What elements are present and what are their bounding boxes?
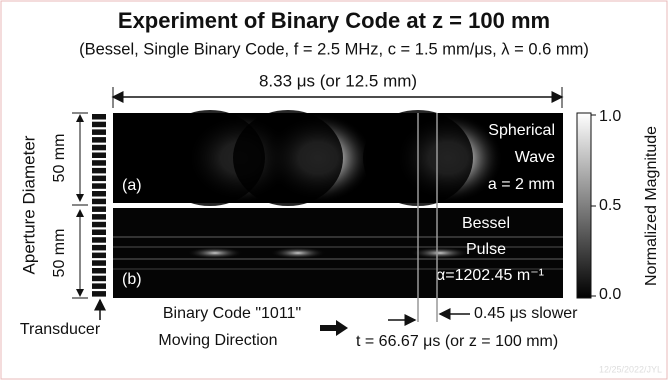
colorbar-tick: 0.5 xyxy=(599,197,621,214)
panel-label: Wave xyxy=(515,149,555,166)
size-label: 50 mm xyxy=(51,134,68,183)
panel-tag: (a) xyxy=(122,177,142,194)
transducer-element xyxy=(92,160,106,166)
colorbar-label: Normalized Magnitude xyxy=(643,126,660,286)
transducer-element xyxy=(92,222,106,228)
transducer-element xyxy=(92,214,106,220)
figure: Experiment of Binary Code at z = 100 mm … xyxy=(0,0,668,380)
transducer-element xyxy=(92,253,106,259)
panel-label: α=1202.45 m⁻¹ xyxy=(436,267,544,284)
transducer-element xyxy=(92,137,106,143)
size-label: 50 mm xyxy=(51,229,68,278)
delay-label: 0.45 μs slower xyxy=(474,305,578,322)
transducer-element xyxy=(92,283,106,289)
transducer-element xyxy=(92,145,106,151)
transducer-element xyxy=(92,268,106,274)
transducer-element xyxy=(92,206,106,212)
transducer-label: Transducer xyxy=(20,321,101,338)
colorbar-tick: 1.0 xyxy=(599,108,621,125)
panel-label: Pulse xyxy=(466,241,506,258)
panel-tag: (b) xyxy=(122,271,142,288)
transducer-element xyxy=(92,276,106,282)
transducer-element xyxy=(92,153,106,159)
subtitle: (Bessel, Single Binary Code, f = 2.5 MHz… xyxy=(79,40,589,58)
transducer-element xyxy=(92,237,106,243)
direction-label: Binary Code "1011" xyxy=(163,305,301,322)
transducer-element xyxy=(92,260,106,266)
time-label: t = 66.67 μs (or z = 100 mm) xyxy=(356,333,558,350)
transducer-element xyxy=(92,114,106,120)
panel-label: a = 2 mm xyxy=(488,176,555,193)
transducer-element xyxy=(92,230,106,236)
transducer-element xyxy=(92,129,106,135)
colorbar-tick: 0.0 xyxy=(599,286,621,303)
title: Experiment of Binary Code at z = 100 mm xyxy=(118,8,550,33)
watermark: 12/25/2022/JYL xyxy=(599,364,662,374)
panel-label: Spherical xyxy=(488,122,555,139)
y-axis-label: Aperture Diameter xyxy=(19,135,38,274)
transducer-element xyxy=(92,245,106,251)
transducer-element xyxy=(92,191,106,197)
transducer-element xyxy=(92,291,106,297)
direction-label: Moving Direction xyxy=(158,332,277,349)
transducer-element xyxy=(92,199,106,205)
transducer-element xyxy=(92,122,106,128)
colorbar xyxy=(577,113,591,298)
transducer-element xyxy=(92,168,106,174)
span-label: 8.33 μs (or 12.5 mm) xyxy=(259,71,417,90)
panel-label: Bessel xyxy=(462,215,510,232)
transducer-element xyxy=(92,183,106,189)
transducer-element xyxy=(92,176,106,182)
